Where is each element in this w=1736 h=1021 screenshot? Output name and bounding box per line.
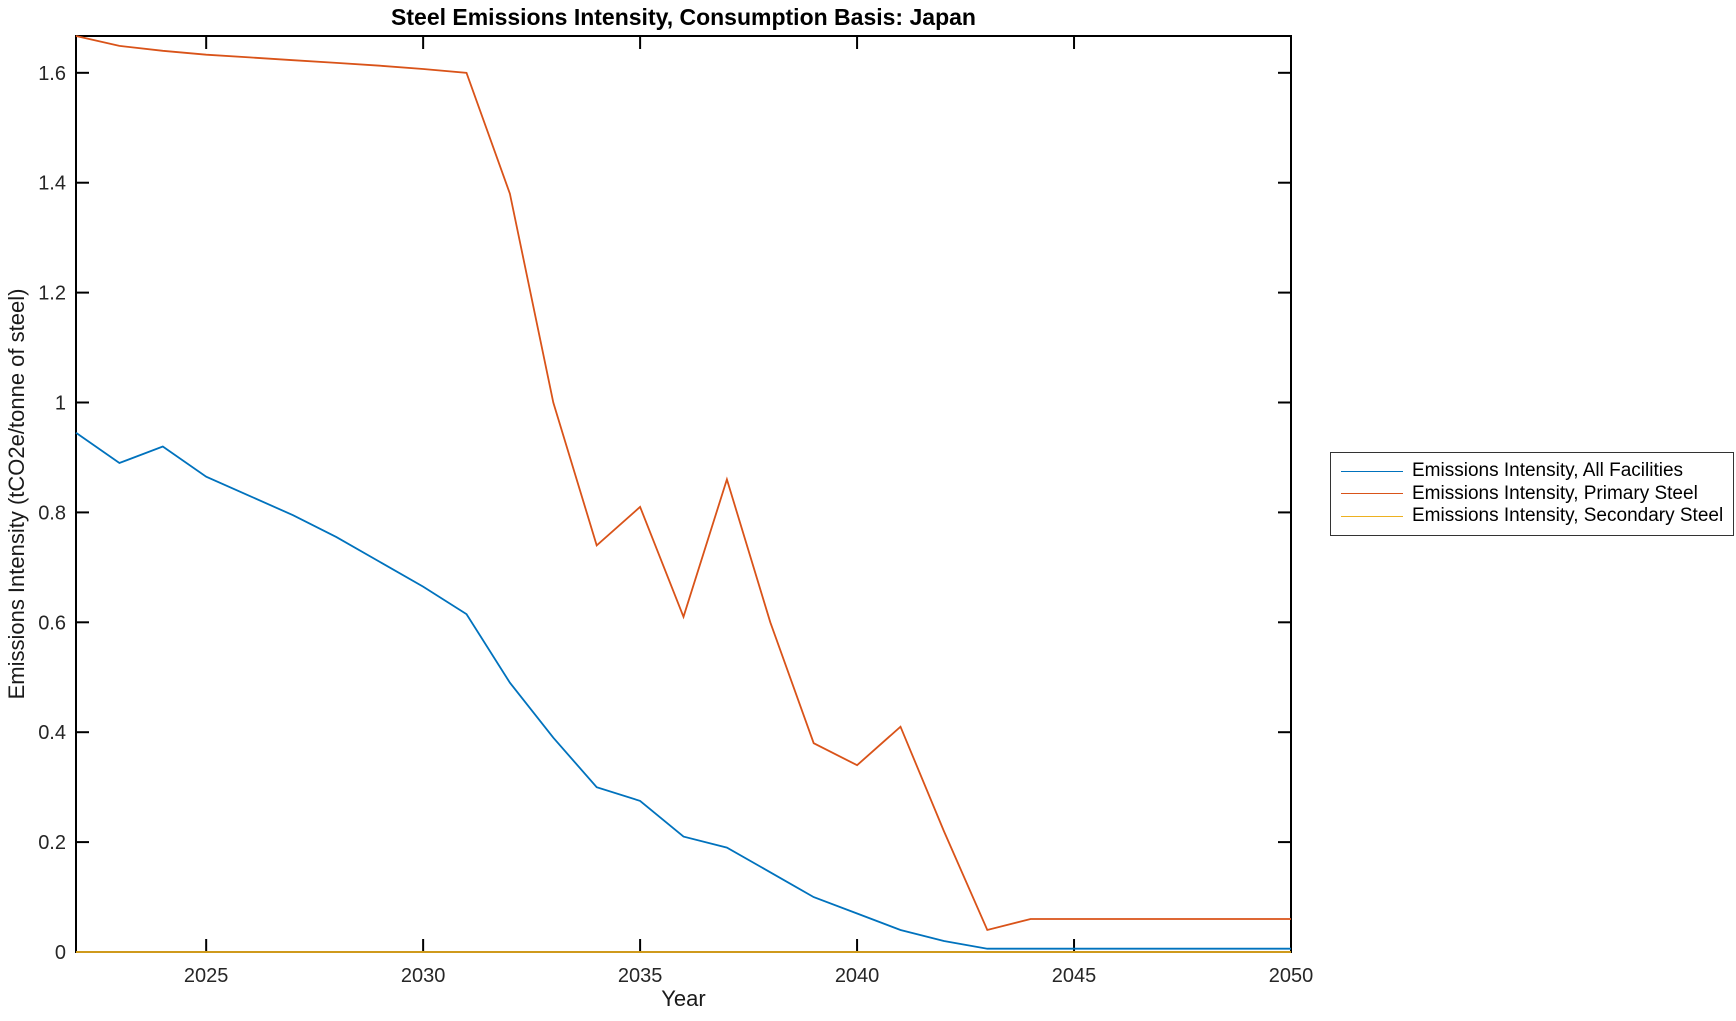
legend-line-sample-all-facilities <box>1341 470 1403 472</box>
chart-title: Steel Emissions Intensity, Consumption B… <box>391 4 976 30</box>
x-tick-label: 2035 <box>618 965 663 987</box>
y-tick-label: 0.8 <box>38 502 66 524</box>
axes-box <box>75 35 1292 953</box>
legend-line-sample-secondary-steel <box>1341 515 1403 517</box>
x-tick-label: 2025 <box>184 965 229 987</box>
y-tick-label: 1 <box>55 393 66 415</box>
legend-label-secondary-steel: Emissions Intensity, Secondary Steel <box>1412 505 1724 527</box>
x-axis-label: Year <box>661 986 706 1011</box>
legend-line-sample-primary-steel <box>1341 493 1403 495</box>
legend-entry-primary-steel: Emissions Intensity, Primary Steel <box>1341 483 1733 506</box>
x-tick-label: 2030 <box>401 965 446 987</box>
legend-label-primary-steel: Emissions Intensity, Primary Steel <box>1412 482 1698 504</box>
y-tick-label: 0.6 <box>38 612 66 634</box>
y-tick-label: 1.6 <box>38 63 66 85</box>
y-tick-label: 1.2 <box>38 283 66 305</box>
y-tick-label: 0.2 <box>38 832 66 854</box>
y-tick-label: 0 <box>55 942 66 964</box>
line-all-facilities <box>75 431 1291 950</box>
legend-entry-secondary-steel: Emissions Intensity, Secondary Steel <box>1341 505 1733 528</box>
legend-label-all-facilities: Emissions Intensity, All Facilities <box>1412 460 1684 482</box>
y-tick-label: 1.4 <box>38 173 66 195</box>
x-tick-label: 2040 <box>835 965 880 987</box>
y-tick-label: 0.4 <box>38 722 66 744</box>
y-axis-label: Emissions Intensity (tCO2e/tonne of stee… <box>4 289 29 700</box>
legend-entry-all-facilities: Emissions Intensity, All Facilities <box>1341 460 1733 483</box>
plot-area: 2025 2030 2035 2040 2045 2050 0 0.2 0.4 0.6 0.8 1 1.… <box>38 35 1314 987</box>
x-tick-label: 2050 <box>1269 965 1314 987</box>
x-tick-label: 2045 <box>1052 965 1097 987</box>
legend-box: Emissions Intensity, All Facilities Emiss… <box>1330 452 1734 536</box>
line-primary-steel <box>75 35 1291 932</box>
